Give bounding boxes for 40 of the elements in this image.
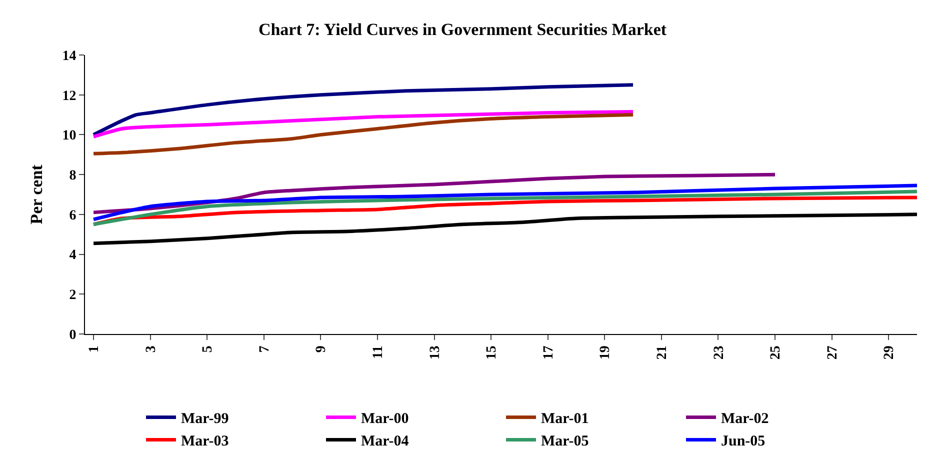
legend-label: Mar-00 bbox=[361, 411, 409, 428]
line-series bbox=[92, 113, 635, 156]
legend-label: Mar-99 bbox=[181, 411, 229, 428]
legend-label: Mar-04 bbox=[361, 434, 410, 450]
y-tick-label: 8 bbox=[69, 168, 76, 184]
line-series bbox=[92, 212, 917, 246]
x-tick-label: 13 bbox=[428, 346, 443, 360]
x-tick-label: 21 bbox=[654, 346, 670, 360]
x-tick-label: 19 bbox=[598, 346, 614, 360]
line-series bbox=[92, 196, 917, 226]
line-series bbox=[92, 184, 917, 222]
y-axis-title: Per cent bbox=[26, 164, 46, 224]
x-tick-label: 7 bbox=[257, 346, 272, 353]
x-tick-label: 15 bbox=[484, 346, 500, 360]
x-tick-label: 17 bbox=[541, 346, 556, 360]
x-tick-label: 3 bbox=[144, 346, 159, 353]
x-tick-label: 27 bbox=[825, 346, 840, 360]
chart-title: Chart 7: Yield Curves in Government Securities Market bbox=[258, 20, 667, 40]
legend-label: Mar-03 bbox=[181, 434, 229, 450]
legend-label: Jun-05 bbox=[721, 434, 766, 450]
x-tick-label: 29 bbox=[882, 346, 898, 360]
y-tick-label: 0 bbox=[69, 328, 76, 343]
x-tick-label: 9 bbox=[314, 346, 330, 353]
y-tick-label: 4 bbox=[69, 248, 76, 264]
line-series bbox=[92, 83, 635, 136]
legend-label: Mar-05 bbox=[541, 434, 589, 450]
y-tick-label: 12 bbox=[62, 88, 76, 104]
y-tick-label: 10 bbox=[62, 128, 76, 144]
line-series bbox=[92, 190, 917, 226]
y-tick-label: 14 bbox=[62, 48, 76, 64]
line-series bbox=[92, 110, 635, 138]
y-tick-label: 2 bbox=[69, 288, 76, 304]
legend-label: Mar-01 bbox=[541, 411, 589, 428]
x-tick-label: 5 bbox=[200, 346, 216, 353]
y-tick-label: 6 bbox=[69, 208, 76, 224]
x-tick-label: 1 bbox=[87, 346, 102, 353]
x-tick-label: 11 bbox=[371, 346, 386, 359]
legend-label: Mar-02 bbox=[721, 411, 769, 428]
x-tick-label: 25 bbox=[768, 346, 784, 360]
x-tick-label: 23 bbox=[712, 346, 727, 360]
